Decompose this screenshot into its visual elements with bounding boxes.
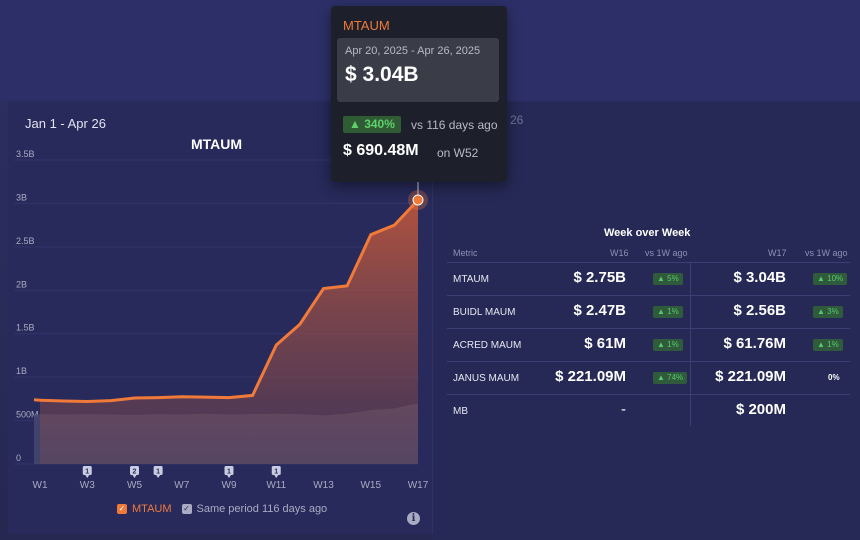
annotation-pointer (132, 475, 137, 478)
header-w16: W16 (610, 248, 629, 258)
annotation-badge (271, 466, 281, 475)
legend-item-mtaum[interactable]: ✓ MTAUM (117, 503, 172, 515)
legend-label-mtaum: MTAUM (132, 503, 172, 515)
row-metric: MB (453, 406, 468, 417)
row-w17-value: $ 2.56B (733, 302, 786, 319)
x-tick-label: W1 (33, 480, 48, 491)
row-w17-value: $ 221.09M (715, 368, 786, 385)
annotation-badge (224, 466, 234, 475)
annotation-badge (82, 466, 92, 475)
row-w17-change-badge: ▲ 10% (813, 273, 848, 285)
x-tick-label: W3 (80, 480, 95, 491)
annotation-badge (153, 466, 163, 475)
tooltip-vs-text: vs 116 days ago (411, 118, 498, 132)
row-w16-change-badge: ▲ 74% (653, 372, 688, 384)
x-tick-label: W15 (360, 480, 381, 491)
annotation-count: 1 (274, 469, 278, 476)
x-tick-label: W13 (313, 480, 334, 491)
chart-title: MTAUM (191, 136, 243, 152)
date-range-label: Jan 1 - Apr 26 (25, 116, 106, 131)
x-tick-label: W9 (222, 480, 237, 491)
info-icon[interactable]: i (407, 512, 420, 525)
annotation-marker: 2 (130, 466, 139, 478)
table-row: MB - $ 200M (447, 394, 850, 427)
annotation-badge (130, 466, 139, 475)
annotation-count: 1 (227, 469, 231, 476)
chart-tooltip: MTAUM Apr 20, 2025 - Apr 26, 2025 $ 3.04… (331, 6, 507, 182)
x-tick-label: W5 (127, 480, 142, 491)
row-metric: BUIDL MAUM (453, 307, 516, 318)
table-row: JANUS MAUM $ 221.09M ▲ 74% $ 221.09M 0% (447, 361, 850, 394)
row-w17-value: $ 61.76M (723, 335, 786, 352)
annotation-pointer (274, 475, 279, 478)
row-w16-change-badge: ▲ 1% (653, 306, 683, 318)
row-w17-change-badge: ▲ 1% (813, 339, 843, 351)
y-tick-label: 3.5B (16, 149, 35, 159)
table-row: MTAUM $ 2.75B ▲ 5% $ 3.04B ▲ 10% (447, 262, 850, 295)
y-tick-label: 1.5B (16, 323, 35, 333)
tooltip-value: $ 3.04B (345, 63, 419, 86)
table-row: BUIDL MAUM $ 2.47B ▲ 1% $ 2.56B ▲ 3% (447, 295, 850, 328)
row-w17-change-badge: ▲ 3% (813, 306, 843, 318)
annotation-count: 2 (133, 469, 137, 476)
x-tick-label: W17 (408, 480, 429, 491)
tooltip-metric: MTAUM (343, 18, 390, 33)
tooltip-prev-week: on W52 (437, 146, 479, 160)
y-tick-label: 2B (16, 279, 27, 289)
annotation-count: 1 (156, 469, 160, 476)
annotation-marker: 1 (271, 466, 281, 478)
legend-label-same-period: Same period 116 days ago (196, 503, 328, 515)
tooltip-date-range: Apr 20, 2025 - Apr 26, 2025 (345, 45, 481, 57)
row-w17-value: $ 200M (735, 401, 786, 418)
row-w16-value: $ 2.47B (573, 302, 626, 319)
wow-table-title: Week over Week (604, 227, 691, 239)
header-vs-1w-ago: vs 1W ago (805, 248, 848, 258)
annotation-pointer (227, 475, 231, 478)
chart-legend: ✓ MTAUM ✓ Same period 116 days ago (117, 503, 327, 515)
annotation-pointer (85, 475, 90, 478)
hover-point (412, 194, 424, 206)
checkbox-checked-icon: ✓ (117, 504, 127, 514)
annotation-pointer (156, 475, 161, 478)
y-tick-label: 2.5B (16, 236, 35, 246)
annotation-count: 1 (85, 469, 89, 476)
row-w16-change-badge: ▲ 5% (653, 273, 683, 285)
annotation-marker: 1 (82, 466, 92, 478)
header-metric: Metric (453, 248, 478, 258)
header-vs-1w-ago: vs 1W ago (645, 248, 688, 258)
y-tick-label: 500M (16, 410, 39, 420)
obscured-date-text: 26 (510, 113, 524, 127)
row-w16-value: $ 2.75B (573, 269, 626, 286)
y-tick-label: 1B (16, 366, 27, 376)
series-line-mtaum-dashed (33, 398, 41, 402)
row-w17-value: $ 3.04B (733, 269, 786, 286)
annotation-marker: 1 (153, 466, 163, 478)
table-row: ACRED MAUM $ 61M ▲ 1% $ 61.76M ▲ 1% (447, 328, 850, 361)
row-w16-value: $ 61M (584, 335, 626, 352)
checkbox-checked-icon: ✓ (181, 504, 192, 514)
row-metric: JANUS MAUM (453, 373, 520, 384)
series-area-mtaum (40, 200, 418, 464)
y-tick-label: 3B (16, 192, 27, 202)
row-w16-change-badge: ▲ 1% (653, 339, 683, 351)
annotation-marker: 1 (224, 466, 234, 478)
series-line-mtaum (39, 198, 420, 404)
legend-item-same-period[interactable]: ✓ Same period 116 days ago (181, 503, 328, 515)
x-tick-label: W11 (266, 480, 286, 491)
tooltip-change-badge: ▲ 340% (343, 116, 401, 133)
x-tick-label: W7 (174, 480, 189, 491)
row-w16-value: - (621, 401, 626, 418)
row-w17-change-badge: 0% (828, 373, 840, 382)
y-tick-label: 0 (16, 453, 21, 463)
header-w17: W17 (768, 248, 787, 258)
tooltip-prev-value: $ 690.48M (343, 142, 419, 159)
row-metric: MTAUM (453, 274, 489, 285)
table-column-divider (690, 262, 691, 426)
row-w16-value: $ 221.09M (555, 368, 626, 385)
row-metric: ACRED MAUM (453, 340, 522, 351)
tooltip-current-box: Apr 20, 2025 - Apr 26, 2025 $ 3.04B (337, 38, 499, 102)
